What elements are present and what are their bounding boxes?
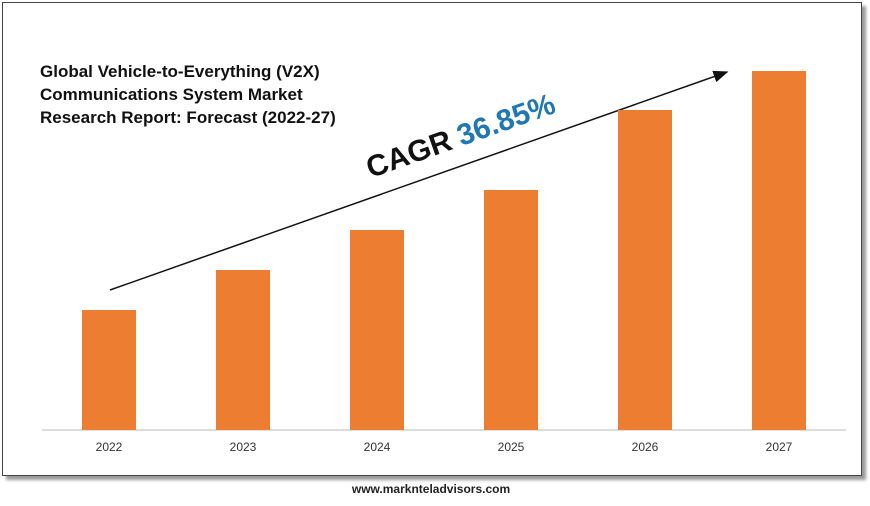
- bar: [752, 71, 806, 430]
- bar: [484, 190, 538, 430]
- trend-arrow: [109, 70, 729, 291]
- bar: [216, 270, 270, 430]
- chart: CAGR 36.85% 2022 2023 2024 2025 2026 2027: [42, 70, 846, 454]
- chart-title: Global Vehicle-to-Everything (V2X) Commu…: [40, 62, 336, 127]
- bar: [82, 310, 136, 430]
- bar: [618, 110, 672, 430]
- x-tick-label: 2024: [364, 440, 391, 454]
- cagr-label: CAGR: [362, 124, 457, 185]
- x-tick-label: 2027: [766, 440, 793, 454]
- x-tick-label: 2026: [632, 440, 659, 454]
- x-tick-label: 2025: [498, 440, 525, 454]
- x-tick-label: 2023: [230, 440, 257, 454]
- cagr-value: 36.85%: [453, 88, 560, 153]
- bar: [350, 230, 404, 430]
- footer: www.marknteladvisors.com: [351, 482, 511, 496]
- x-tick-label: 2022: [96, 440, 123, 454]
- cagr-annotation: CAGR 36.85%: [362, 88, 560, 185]
